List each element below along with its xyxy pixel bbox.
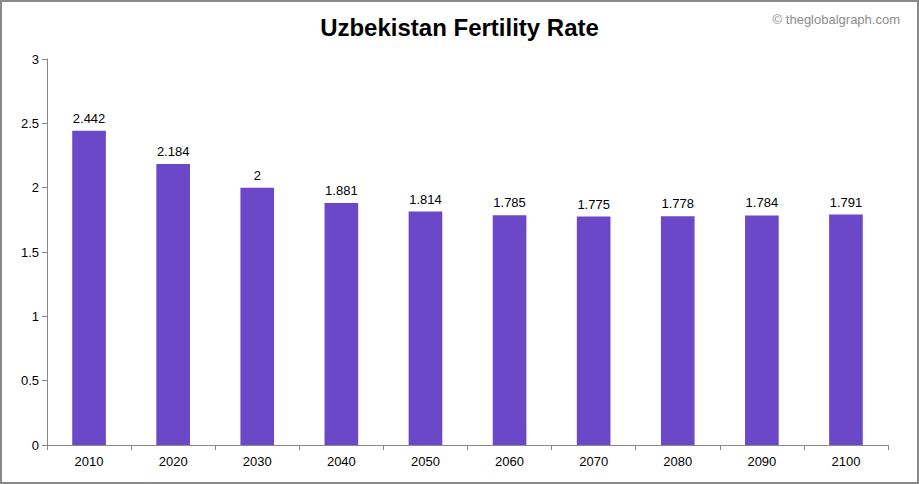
svg-text:2050: 2050 xyxy=(411,454,440,469)
svg-text:1.778: 1.778 xyxy=(661,196,694,211)
svg-text:1.5: 1.5 xyxy=(21,245,39,260)
svg-text:2100: 2100 xyxy=(831,454,860,469)
svg-text:1.775: 1.775 xyxy=(577,197,610,212)
svg-text:3: 3 xyxy=(32,52,39,67)
svg-text:2080: 2080 xyxy=(663,454,692,469)
svg-text:2.184: 2.184 xyxy=(157,144,190,159)
svg-text:2020: 2020 xyxy=(159,454,188,469)
svg-text:1.791: 1.791 xyxy=(830,195,863,210)
svg-text:2070: 2070 xyxy=(579,454,608,469)
svg-text:1.784: 1.784 xyxy=(746,195,779,210)
svg-text:0: 0 xyxy=(32,438,39,453)
svg-text:1: 1 xyxy=(32,309,39,324)
svg-text:2090: 2090 xyxy=(747,454,776,469)
svg-text:2.5: 2.5 xyxy=(21,116,39,131)
svg-text:0.5: 0.5 xyxy=(21,373,39,388)
svg-text:2010: 2010 xyxy=(75,454,104,469)
svg-text:1.785: 1.785 xyxy=(493,195,526,210)
svg-text:2030: 2030 xyxy=(243,454,272,469)
svg-text:Uzbekistan Fertility Rate: Uzbekistan Fertility Rate xyxy=(320,14,599,41)
svg-text:2060: 2060 xyxy=(495,454,524,469)
svg-text:1.881: 1.881 xyxy=(325,183,358,198)
svg-text:© theglobalgraph.com: © theglobalgraph.com xyxy=(773,12,900,27)
svg-text:2.442: 2.442 xyxy=(73,111,106,126)
svg-text:2: 2 xyxy=(254,168,261,183)
svg-text:2040: 2040 xyxy=(327,454,356,469)
svg-text:1.814: 1.814 xyxy=(409,192,442,207)
svg-text:2: 2 xyxy=(32,180,39,195)
